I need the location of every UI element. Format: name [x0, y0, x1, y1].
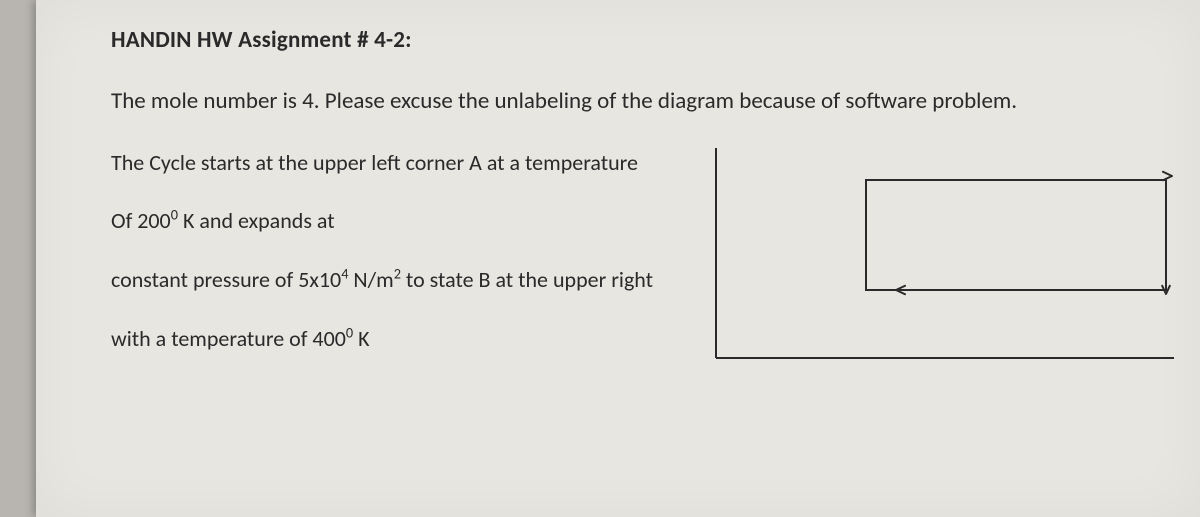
content-region: HANDIN HW Assignment # 4-2: The mole num…	[111, 26, 1160, 383]
paper-background: HANDIN HW Assignment # 4-2: The mole num…	[36, 0, 1200, 517]
line-3-sup2: 2	[394, 265, 401, 283]
line-3: constant pressure of 5x104 N/m2 to state…	[111, 265, 676, 296]
line-4: with a temperature of 4000 K	[111, 324, 676, 355]
line-2-sup: 0	[171, 206, 178, 224]
body-row: The Cycle starts at the upper left corne…	[111, 148, 1160, 383]
intro-paragraph: The mole number is 4. Please excuse the …	[111, 84, 1101, 120]
line-2-seg-a: Of 200	[111, 207, 171, 234]
line-4-seg-b: K	[353, 325, 369, 352]
line-1: The Cycle starts at the upper left corne…	[111, 148, 676, 179]
line-3-seg-b: N/m	[348, 266, 393, 293]
line-3-seg-c: to state B at the upper right	[401, 266, 653, 293]
diagram-wrap	[696, 148, 1176, 378]
pv-diagram	[696, 148, 1176, 378]
line-3-seg-a: constant pressure of 5x10	[111, 266, 341, 293]
text-column: The Cycle starts at the upper left corne…	[111, 148, 676, 383]
line-2-seg-b: K and expands at	[178, 207, 335, 234]
line-2: Of 2000 K and expands at	[111, 206, 676, 237]
line-4-seg-a: with a temperature of 400	[111, 325, 346, 352]
assignment-title: HANDIN HW Assignment # 4-2:	[111, 26, 1160, 54]
